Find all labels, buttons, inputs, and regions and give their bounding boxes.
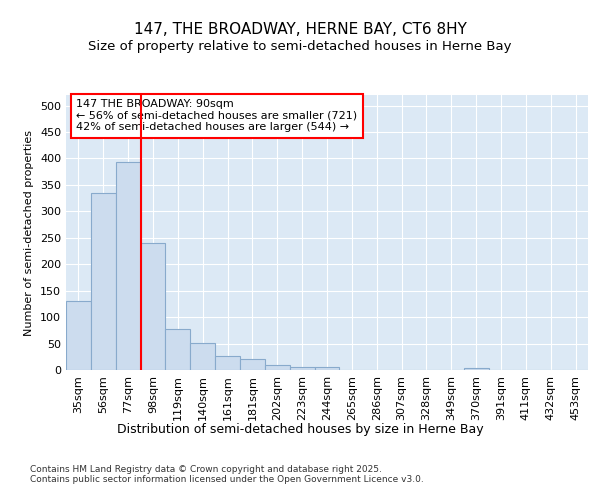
Y-axis label: Number of semi-detached properties: Number of semi-detached properties [25,130,34,336]
Text: 147, THE BROADWAY, HERNE BAY, CT6 8HY: 147, THE BROADWAY, HERNE BAY, CT6 8HY [134,22,466,38]
Bar [140,243,166,370]
Bar [116,162,140,370]
Bar [290,368,314,370]
Bar [66,301,91,370]
Text: 147 THE BROADWAY: 90sqm
← 56% of semi-detached houses are smaller (721)
42% of s: 147 THE BROADWAY: 90sqm ← 56% of semi-de… [76,99,358,132]
Bar [190,343,215,370]
Bar [314,368,340,370]
Bar [265,364,290,370]
Text: Distribution of semi-detached houses by size in Herne Bay: Distribution of semi-detached houses by … [116,422,484,436]
Bar [240,360,265,370]
Text: Size of property relative to semi-detached houses in Herne Bay: Size of property relative to semi-detach… [88,40,512,53]
Text: Contains HM Land Registry data © Crown copyright and database right 2025.
Contai: Contains HM Land Registry data © Crown c… [30,465,424,484]
Bar [166,329,190,370]
Bar [464,368,488,370]
Bar [215,356,240,370]
Bar [91,193,116,370]
